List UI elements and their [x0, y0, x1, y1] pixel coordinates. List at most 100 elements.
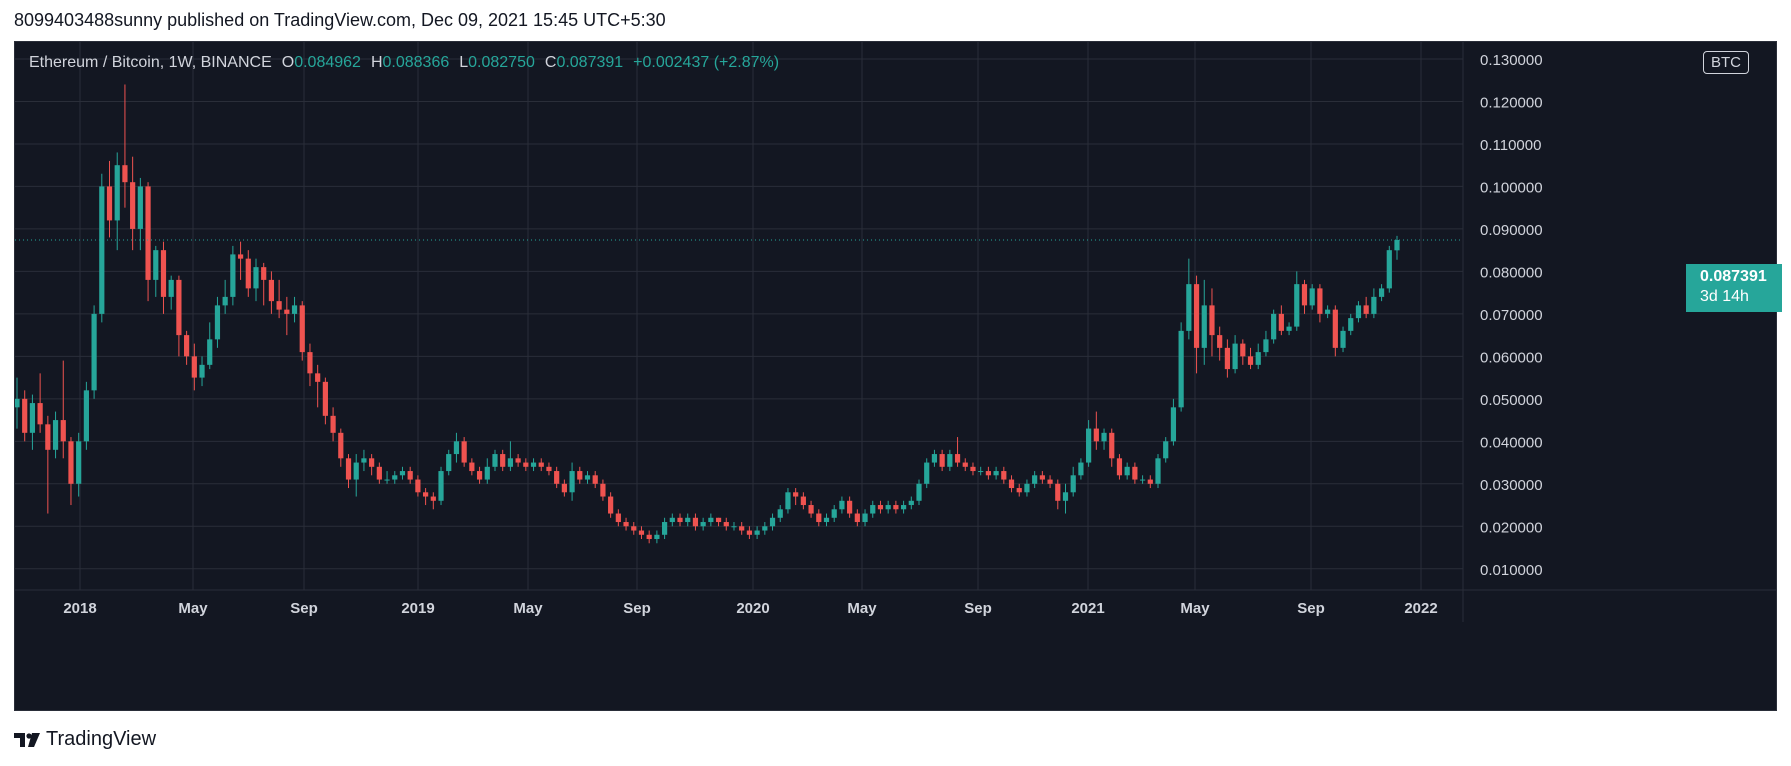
candle-body	[1155, 458, 1161, 484]
y-tick-label: 0.080000	[1480, 264, 1543, 281]
candle-body	[708, 517, 714, 523]
candle-body	[29, 403, 36, 433]
candle-body	[1301, 284, 1308, 306]
candle-body	[114, 165, 120, 221]
candle-body	[561, 483, 567, 493]
candle-body	[723, 522, 729, 527]
x-tick-label: 2021	[1071, 600, 1104, 617]
candle-body	[1008, 479, 1015, 489]
candle-body	[978, 471, 984, 473]
candle-body	[1217, 335, 1223, 348]
candle-body	[577, 471, 583, 480]
candlestick-chart[interactable]: 0.010000 0.020000 0.030000 0.040000 0.050000…	[15, 42, 1776, 710]
candle-body	[1394, 239, 1400, 251]
candle-body	[1186, 284, 1192, 331]
currency-button[interactable]: BTC	[1703, 51, 1749, 74]
open-value: 0.084962	[294, 54, 361, 71]
candle-body	[1201, 305, 1207, 348]
candle-body	[885, 505, 891, 510]
x-tick-label: Sep	[964, 600, 992, 617]
tradingview-brand: TradingView	[46, 728, 157, 750]
candle-body	[1224, 347, 1230, 370]
candle-body	[800, 496, 806, 506]
open-label: O	[281, 54, 295, 71]
candle-body	[1086, 428, 1092, 463]
candle-body	[762, 526, 768, 531]
candle-body	[1286, 326, 1292, 331]
y-tick-label: 0.020000	[1480, 519, 1543, 536]
candle-body	[638, 530, 645, 535]
candle-body	[1255, 352, 1261, 365]
y-tick-label: 0.040000	[1480, 434, 1543, 451]
candle-body	[37, 403, 43, 425]
candle-body	[353, 462, 359, 480]
candle-body	[954, 454, 961, 463]
tradingview-logo[interactable]: TradingView	[14, 728, 156, 751]
candle-body	[1294, 284, 1300, 327]
high-value: 0.088366	[382, 54, 450, 71]
candle-body	[1070, 475, 1076, 493]
candle-body	[1247, 356, 1254, 365]
candle-body	[237, 254, 244, 259]
candle-body	[423, 492, 429, 497]
candle-body	[1132, 466, 1138, 480]
x-tick-label: 2019	[401, 600, 434, 617]
candle-body	[754, 530, 760, 535]
chart-panel[interactable]: 0.010000 0.020000 0.030000 0.040000 0.050000…	[14, 41, 1782, 711]
candle-body	[392, 475, 398, 480]
candle-body	[970, 466, 976, 472]
candle-body	[469, 462, 475, 472]
candle-body	[584, 475, 591, 480]
candle-body	[376, 466, 382, 480]
candle-body	[1193, 284, 1200, 348]
candle-body	[245, 258, 251, 289]
candle-body	[492, 454, 498, 467]
candle-body	[939, 454, 945, 467]
candle-body	[253, 267, 259, 289]
candle-body	[1363, 305, 1369, 314]
candle-body	[962, 462, 968, 467]
candle-body	[214, 305, 221, 340]
candle-body	[1355, 305, 1362, 319]
low-value: 0.082750	[468, 54, 535, 71]
candle-body	[985, 471, 991, 476]
candle-body	[793, 492, 799, 497]
candle-body	[530, 462, 537, 467]
y-tick-label: 0.120000	[1480, 94, 1543, 111]
ohlc-legend: Ethereum / Bitcoin, 1W, BINANCE O0.084962…	[29, 54, 779, 72]
y-tick-label: 0.090000	[1480, 222, 1543, 239]
candle-body	[669, 517, 675, 523]
candle-body	[345, 458, 352, 480]
candle-body	[453, 441, 460, 455]
candle-body	[847, 500, 853, 514]
candle-body	[106, 186, 113, 221]
candle-body	[369, 458, 375, 467]
candle-body	[361, 458, 367, 463]
y-tick-label: 0.050000	[1480, 392, 1543, 409]
symbol-label: Ethereum / Bitcoin, 1W, BINANCE	[29, 54, 272, 71]
candle-body	[900, 505, 907, 510]
y-tick-label: 0.010000	[1480, 562, 1543, 579]
candle-body	[692, 517, 699, 527]
candle-body	[52, 420, 59, 450]
x-tick-label: 2018	[63, 600, 96, 617]
candle-body	[415, 479, 421, 493]
high-label: H	[370, 54, 383, 71]
candle-body	[83, 390, 89, 442]
close-value: 0.087391	[556, 54, 624, 71]
candle-body	[191, 356, 197, 378]
candle-body	[769, 517, 776, 527]
candle-body	[1240, 343, 1246, 357]
y-tick-label: 0.130000	[1480, 52, 1543, 69]
candle-body	[168, 279, 174, 297]
candle-body	[615, 513, 621, 523]
candle-body	[330, 415, 336, 433]
candle-body	[130, 182, 136, 229]
candle-body	[631, 526, 637, 531]
candle-body	[222, 296, 228, 306]
candle-body	[1001, 471, 1007, 480]
candle-body	[1078, 462, 1084, 476]
candle-body	[1378, 288, 1385, 297]
candle-body	[700, 522, 706, 527]
candle-body	[438, 471, 444, 501]
